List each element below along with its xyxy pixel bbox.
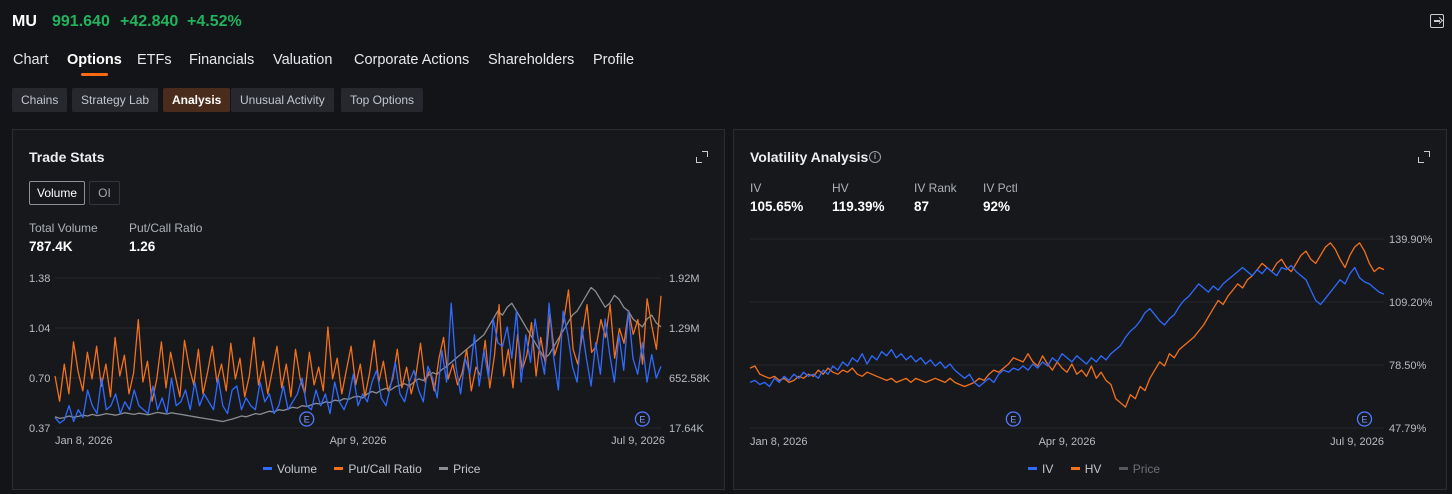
tab-corporate-actions[interactable]: Corporate Actions <box>354 52 470 68</box>
iv-rank-label: IV Rank <box>914 181 957 195</box>
y-left-tick: 1.38 <box>29 273 50 285</box>
volatility-legend: IV HV Price <box>1028 462 1174 476</box>
iv-pctl-value: 92% <box>983 199 1011 214</box>
y-right-tick: 17.64K <box>669 423 705 435</box>
volatility-analysis-panel: Volatility Analysis i IV 105.65% HV 119.… <box>733 129 1447 490</box>
total-volume-value: 787.4K <box>29 239 73 254</box>
iv-pctl-label: IV Pctl <box>983 181 1018 195</box>
x-tick: Apr 9, 2026 <box>330 435 387 447</box>
subtab-top-options[interactable]: Top Options <box>341 88 424 112</box>
y-tick: 47.79% <box>1389 423 1427 435</box>
earnings-marker[interactable] <box>299 411 315 427</box>
last-price: 991.640 <box>52 13 110 30</box>
expand-icon[interactable] <box>1418 151 1430 163</box>
legend-put-call-ratio[interactable]: Put/Call Ratio <box>334 462 422 476</box>
series-line-put-call-ratio[interactable] <box>54 289 662 402</box>
y-tick: 78.50% <box>1389 360 1427 372</box>
info-icon[interactable]: i <box>869 151 881 163</box>
tab-etfs[interactable]: ETFs <box>137 52 172 68</box>
price-change-percent: +4.52% <box>187 13 242 30</box>
tab-shareholders[interactable]: Shareholders <box>488 52 575 68</box>
y-left-tick: 0.37 <box>29 423 50 435</box>
price-change: +42.840 <box>120 13 179 30</box>
legend-hv[interactable]: HV <box>1070 462 1101 476</box>
subtab-analysis[interactable]: Analysis <box>163 88 231 112</box>
iv-value: 105.65% <box>750 199 804 214</box>
y-left-tick: 0.70 <box>29 373 50 385</box>
earnings-marker-label: E <box>304 415 310 425</box>
trade-stats-legend: Volume Put/Call Ratio Price <box>263 462 494 476</box>
x-tick: Jan 8, 2026 <box>55 435 113 447</box>
subtab-strategy-lab[interactable]: Strategy Lab <box>72 88 159 112</box>
volatility-analysis-title: Volatility Analysis <box>750 149 869 165</box>
ticker-symbol: MU <box>12 13 37 30</box>
legend-price[interactable]: Price <box>1118 462 1160 476</box>
put-call-ratio-label: Put/Call Ratio <box>129 221 203 235</box>
subtab-chains[interactable]: Chains <box>12 88 68 112</box>
volatility-chart[interactable]: 139.90% 109.20% 78.50% 47.79% Jan 8, 2026 Apr… <box>734 220 1446 450</box>
total-volume-label: Total Volume <box>29 221 98 235</box>
series-line-volume[interactable] <box>54 302 662 424</box>
expand-icon[interactable] <box>696 151 708 163</box>
x-tick: Jul 9, 2026 <box>611 435 665 447</box>
legend-price[interactable]: Price <box>439 462 480 476</box>
earnings-marker-label: E <box>639 415 645 425</box>
tab-financials[interactable]: Financials <box>189 52 255 68</box>
tab-chart[interactable]: Chart <box>13 52 49 68</box>
put-call-ratio-value: 1.26 <box>129 239 156 254</box>
x-tick: Jan 8, 2026 <box>750 436 808 448</box>
tab-options[interactable]: Options <box>67 52 122 76</box>
oi-toggle[interactable]: OI <box>89 181 120 205</box>
trade-stats-title: Trade Stats <box>29 149 105 165</box>
hv-value: 119.39% <box>832 199 885 214</box>
series-line-hv[interactable] <box>749 242 1385 408</box>
y-tick: 109.20% <box>1389 297 1433 309</box>
x-tick: Apr 9, 2026 <box>1039 436 1096 448</box>
x-tick: Jul 9, 2026 <box>1330 436 1384 448</box>
earnings-marker-label: E <box>1010 415 1016 425</box>
tab-valuation[interactable]: Valuation <box>273 52 333 68</box>
y-tick: 139.90% <box>1389 234 1433 246</box>
earnings-marker-label: E <box>1361 415 1367 425</box>
y-right-tick: 1.92M <box>669 273 700 285</box>
series-line-iv[interactable] <box>749 264 1385 388</box>
y-left-tick: 1.04 <box>29 323 50 335</box>
iv-label: IV <box>750 181 762 195</box>
legend-iv[interactable]: IV <box>1028 462 1053 476</box>
y-right-tick: 652.58K <box>669 373 711 385</box>
y-right-tick: 1.29M <box>669 323 700 335</box>
hv-label: HV <box>832 181 849 195</box>
legend-volume[interactable]: Volume <box>263 462 317 476</box>
subtab-unusual-activity[interactable]: Unusual Activity <box>231 88 334 112</box>
tab-profile[interactable]: Profile <box>593 52 635 68</box>
earnings-marker[interactable] <box>1005 411 1022 427</box>
volume-toggle[interactable]: Volume <box>29 181 85 205</box>
exit-panel-icon[interactable] <box>1430 14 1444 28</box>
earnings-marker[interactable] <box>634 411 651 427</box>
trade-stats-panel: Trade Stats Volume OI Total Volume 787.4… <box>12 129 725 490</box>
trade-stats-chart[interactable]: 1.38 1.04 0.70 0.37 1.92M 1.29M 652.58K 17.64K J… <box>13 260 724 450</box>
iv-rank-value: 87 <box>914 199 930 214</box>
earnings-marker[interactable] <box>1356 411 1373 427</box>
